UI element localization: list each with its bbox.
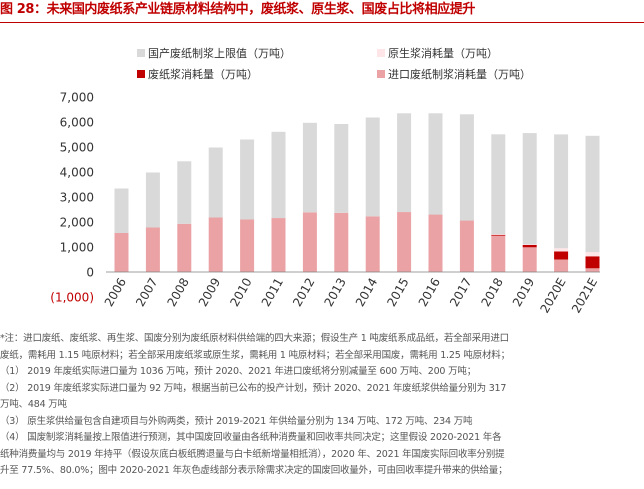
- bar-imported-2010: [240, 219, 255, 272]
- legend-label-virgin: 原生浆消耗量（万吨）: [388, 46, 498, 60]
- bar-imported-2020E: [554, 259, 569, 272]
- x-tick-label: 2009: [196, 276, 223, 309]
- bar-domestic-2020E: [554, 134, 569, 249]
- bar-imported-2007: [145, 227, 160, 272]
- footnote-line: 升至 77.5%、80.0%；图中 2020-2021 年灰色虚线部分表示除需求…: [0, 465, 508, 476]
- bar-imported-2021E: [585, 268, 600, 273]
- x-tick-label: 2008: [165, 276, 192, 309]
- bar-imported-2013: [334, 212, 349, 273]
- footnote-line: 废纸，需耗用 1.15 吨原材料；若全部采用废纸浆或原生浆，需耗用 1 吨原材料…: [0, 349, 510, 361]
- legend-swatch-virgin: [377, 49, 385, 57]
- bar-virgin-2021E: [585, 252, 600, 257]
- bar-domestic-2009: [208, 147, 223, 218]
- x-tick-label: 2012: [290, 276, 317, 309]
- bar-imported-2012: [302, 212, 317, 273]
- title-divider: [0, 22, 644, 23]
- bar-domestic-2019: [522, 133, 537, 245]
- footnote-line: 万吨、484 万吨: [0, 399, 67, 410]
- x-tick-label: 2016: [416, 276, 443, 309]
- footnote-line: （3） 原生浆供给量包含自建项目与外购两类，预计 2019-2021 年供给量分…: [0, 415, 473, 427]
- x-tick-label: 2007: [133, 276, 160, 309]
- bar-imported-2019: [522, 247, 537, 273]
- x-axis: 2006 2007 2008 2009 2010 2011 2012 2013 2014 2015…: [102, 271, 600, 316]
- footnote-line: （1） 2019 年废纸实际进口量为 1036 万吨，预计 2020、2021 …: [0, 366, 476, 377]
- bar-domestic-2016: [428, 113, 443, 215]
- y-axis: (1,000) 0 1,000 2,000 3,000 4,000 5,000 6,000 7,…: [50, 91, 94, 305]
- bars: [114, 113, 600, 273]
- legend-swatch-domestic: [137, 49, 145, 57]
- bar-domestic-2013: [334, 124, 349, 213]
- x-tick-label: 2014: [353, 276, 380, 309]
- legend: 国产废纸制浆上限值（万吨） 原生浆消耗量（万吨） 废纸浆消耗量（万吨） 进口废纸制浆消…: [137, 46, 531, 81]
- bar-imported-2018: [491, 235, 506, 272]
- x-tick-label: 2019: [510, 276, 537, 309]
- y-tick-label: 7,000: [60, 91, 94, 105]
- legend-swatch-waste: [137, 70, 145, 78]
- legend-label-domestic: 国产废纸制浆上限值（万吨）: [148, 46, 291, 60]
- y-tick-label: 4,000: [60, 166, 94, 180]
- bar-imported-2014: [365, 216, 380, 273]
- bar-virgin-2020E: [554, 248, 569, 252]
- bar-imported-2017: [459, 220, 474, 272]
- bar-imported-2006: [114, 233, 129, 272]
- y-tick-label: 0: [86, 266, 94, 280]
- bar-domestic-2015: [397, 113, 412, 213]
- bar-domestic-2007: [145, 172, 160, 228]
- x-tick-label: 2020E: [538, 276, 569, 316]
- bar-imported-2015: [397, 212, 412, 272]
- y-tick-label: 2,000: [60, 216, 94, 230]
- bar-domestic-2021E: [585, 135, 600, 253]
- footnotes: *注：进口废纸、废纸浆、再生浆、国废分别为废纸原材料供给端的四大来源；假设生产 …: [0, 331, 644, 480]
- x-tick-label: 2010: [227, 276, 254, 309]
- y-tick-label: 5,000: [60, 141, 94, 155]
- stacked-bar-chart: 国产废纸制浆上限值（万吨） 原生浆消耗量（万吨） 废纸浆消耗量（万吨） 进口废纸制浆消…: [50, 46, 600, 316]
- bar-imported-2011: [271, 218, 286, 272]
- bar-virgin-2018: [491, 234, 506, 235]
- bar-domestic-2018: [491, 134, 506, 235]
- legend-swatch-imported: [377, 70, 385, 78]
- bar-domestic-2010: [240, 139, 255, 220]
- bar-domestic-2017: [459, 114, 474, 221]
- bar-domestic-2011: [271, 131, 286, 219]
- bar-virgin-2019: [522, 244, 537, 245]
- bar-domestic-2014: [365, 117, 380, 217]
- y-tick-label: 3,000: [60, 191, 94, 205]
- x-tick-label: 2006: [102, 276, 129, 309]
- footnote-line: *注：进口废纸、废纸浆、再生浆、国废分别为废纸原材料供给端的四大来源；假设生产 …: [0, 333, 509, 344]
- footnote-line: （4） 国废制浆消耗量按上限值进行预测，其中国废回收量由各纸种消费量和回收率共同…: [0, 432, 502, 443]
- x-tick-label: 2017: [447, 276, 474, 309]
- bar-imported-2016: [428, 214, 443, 272]
- bar-domestic-2008: [177, 161, 192, 224]
- bar-imported-2009: [208, 217, 223, 272]
- bar-waste-2019: [522, 245, 537, 248]
- legend-label-imported: 进口废纸制浆消耗量（万吨）: [388, 67, 531, 81]
- bar-waste-2020E: [554, 251, 569, 260]
- figure-title: 图 28：未来国内废纸系产业链原材料结构中，废纸浆、原生浆、国废占比将相应提升: [0, 2, 476, 17]
- y-tick-label: 1,000: [60, 241, 94, 255]
- x-tick-label: 2021E: [569, 276, 600, 316]
- y-tick-label: (1,000): [50, 291, 94, 305]
- x-tick-label: 2018: [479, 276, 506, 309]
- bar-waste-2021E: [585, 256, 600, 269]
- footnote-line: 纸种消费量均与 2019 年持平（假设灰底白板纸腾退量与白卡纸新增量相抵消），2…: [0, 448, 505, 460]
- x-tick-label: 2011: [259, 276, 286, 309]
- bar-domestic-2006: [114, 188, 129, 233]
- x-tick-label: 2013: [322, 276, 349, 309]
- bar-imported-2008: [177, 223, 192, 273]
- bar-domestic-2012: [302, 122, 317, 213]
- bar-waste-2018: [491, 234, 506, 236]
- legend-label-waste: 废纸浆消耗量（万吨）: [148, 67, 258, 81]
- y-tick-label: 6,000: [60, 116, 94, 130]
- footnote-line: （2） 2019 年废纸浆实际进口量为 92 万吨，根据当前已公布的投产计划，预…: [0, 382, 507, 394]
- x-tick-label: 2015: [384, 276, 411, 309]
